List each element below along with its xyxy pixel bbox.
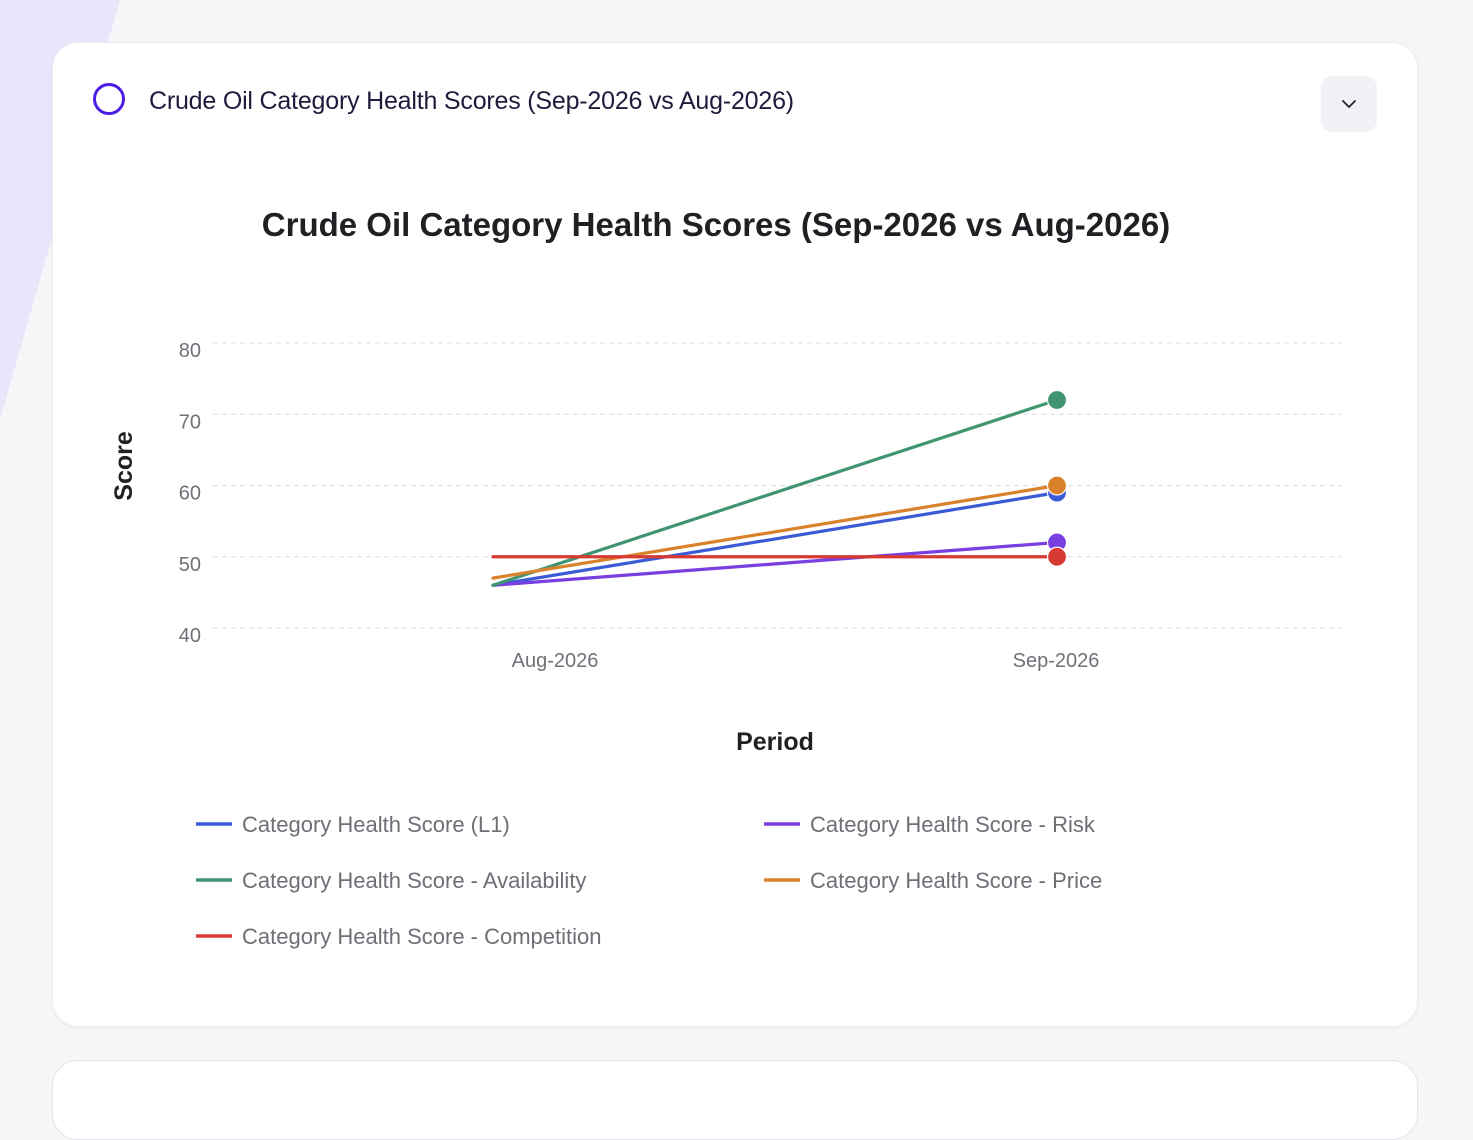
series-line-category-health-score-l1 [491, 491, 1059, 587]
line-chart: Crude Oil Category Health Scores (Sep-20… [110, 206, 1341, 949]
series-line-category-health-score-availability [491, 398, 1059, 587]
legend-entry-label: Category Health Score (L1) [242, 812, 510, 837]
y-tick-label: 70 [179, 411, 201, 433]
chart-title: Crude Oil Category Health Scores (Sep-20… [262, 206, 1170, 243]
chevron-down-icon [1342, 100, 1356, 108]
y-tick-label: 50 [179, 554, 201, 576]
y-axis-title: Score [110, 431, 138, 501]
data-point-marker [1046, 546, 1068, 567]
next-card [52, 1060, 1418, 1140]
legend-entry-label: Category Health Score - Risk [810, 812, 1096, 837]
x-tick-label: Sep-2026 [1013, 650, 1100, 672]
chart-card: Crude Oil Category Health Scores (Sep-20… [52, 42, 1418, 1027]
ring-logo-icon [93, 83, 125, 115]
x-tick-label: Aug-2026 [512, 650, 599, 672]
series-line-category-health-score-risk [491, 540, 1059, 587]
data-point-marker [1046, 475, 1068, 496]
series-line-category-health-score-price [491, 483, 1059, 580]
y-tick-label: 60 [179, 483, 201, 505]
y-tick-label: 40 [179, 625, 201, 647]
collapse-button[interactable] [1321, 76, 1377, 132]
data-point-marker [1046, 389, 1068, 411]
legend-entry-label: Category Health Score - Availability [242, 868, 586, 893]
x-axis-title: Period [736, 728, 814, 756]
legend-entry-label: Category Health Score - Competition [242, 924, 602, 949]
legend-entry-label: Category Health Score - Price [810, 868, 1102, 893]
card-title: Crude Oil Category Health Scores (Sep-20… [149, 87, 794, 115]
y-tick-label: 80 [179, 340, 201, 362]
